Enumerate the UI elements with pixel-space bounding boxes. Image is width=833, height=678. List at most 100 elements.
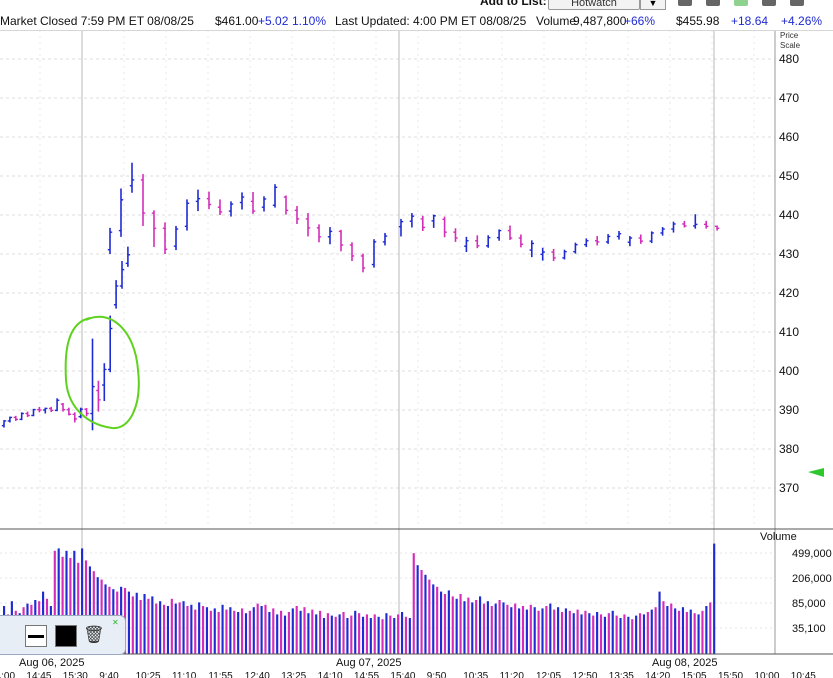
price-scale-label: Scale <box>780 41 801 50</box>
volume-bar <box>92 571 95 654</box>
volume-bar <box>354 610 357 654</box>
volume-bar <box>549 603 552 654</box>
date-label: Aug 07, 2025 <box>336 657 401 669</box>
volume-bar <box>654 607 657 654</box>
close-icon[interactable]: ✕ <box>112 618 119 627</box>
volume-bar <box>84 560 88 654</box>
volume-bar <box>217 612 220 654</box>
volume-bar <box>482 603 486 654</box>
volume-bar <box>646 612 649 654</box>
volume-bar <box>151 596 154 654</box>
volume-bar <box>241 608 244 654</box>
volume-bar <box>447 590 450 654</box>
volume-bar <box>533 607 536 654</box>
volume-bar <box>69 558 72 654</box>
time-label: 10:25 <box>136 671 161 678</box>
volume-bar <box>514 603 517 654</box>
volume-bar <box>681 607 685 654</box>
volume-bar <box>334 616 337 654</box>
volume-bar <box>666 606 669 654</box>
volume-bar <box>627 616 630 654</box>
price-change: +5.02 <box>258 14 289 28</box>
volume-bar <box>479 596 482 654</box>
volume-bar <box>615 615 618 654</box>
volume-bar <box>584 610 587 654</box>
price-tick-label: 370 <box>779 481 799 495</box>
volume-bar <box>510 607 513 654</box>
volume-bar <box>377 616 380 654</box>
volume-bar <box>408 618 411 654</box>
time-label: 14:55 <box>354 671 379 678</box>
price-bars <box>1 162 720 431</box>
volume-bar <box>432 584 435 654</box>
volume-bar <box>393 618 396 654</box>
volume-bar <box>389 615 392 654</box>
settings-icon[interactable] <box>762 0 776 6</box>
print-icon[interactable] <box>678 0 692 6</box>
volume-bar <box>147 598 150 654</box>
volume-bar <box>182 601 185 654</box>
volume-bar <box>229 607 232 654</box>
time-label: 15:30 <box>63 671 88 678</box>
date-label: Aug 06, 2025 <box>19 657 84 669</box>
volume-bar <box>162 604 166 654</box>
drawing-toolbar: 🗑 ✕ <box>0 615 126 655</box>
volume-bar <box>397 614 400 654</box>
time-label: 14:10 <box>318 671 343 678</box>
save-icon[interactable] <box>706 0 720 6</box>
volume-bar <box>674 608 677 654</box>
volume-bar <box>272 608 275 654</box>
volume-bar <box>560 612 564 654</box>
volume-bar <box>596 612 599 654</box>
volume-bar <box>174 603 177 654</box>
annotations <box>64 315 824 477</box>
fill-color-icon[interactable] <box>55 625 77 647</box>
volume-bar <box>537 610 540 654</box>
time-label: 9:50 <box>427 671 447 678</box>
volume-bar <box>576 609 579 654</box>
price-tick-label: 470 <box>779 91 799 105</box>
chevron-down-icon[interactable]: ▼ <box>640 0 666 10</box>
volume-bar <box>330 615 333 654</box>
volume-bar <box>404 616 408 654</box>
time-label: 9:40 <box>99 671 119 678</box>
volume-bar <box>276 614 279 654</box>
volume-bar <box>607 613 610 654</box>
volume-bar <box>221 604 224 654</box>
volume-bar <box>338 614 341 654</box>
refresh-icon[interactable] <box>734 0 748 6</box>
volume-bar <box>498 600 501 654</box>
volume-bar <box>373 614 376 654</box>
close-change-pct: +4.26% <box>781 14 823 28</box>
volume-bar <box>650 609 653 654</box>
volume-bar <box>685 612 688 654</box>
line-style-icon[interactable] <box>25 625 47 647</box>
volume-bar <box>638 613 642 654</box>
volume-bar <box>81 548 84 654</box>
axes: 370 380 390 400 410 420 430 440 450 460 470 480 Pric… <box>0 30 833 678</box>
volume-bar <box>190 604 193 654</box>
volume-bar <box>88 566 91 654</box>
price-tick-label: 480 <box>779 52 799 66</box>
trash-icon[interactable]: 🗑 <box>83 625 105 644</box>
price-scale-label: Price <box>780 31 799 40</box>
volume-bar <box>436 586 439 654</box>
close-price: $455.98 <box>676 14 720 28</box>
price-tick-label: 390 <box>779 403 799 417</box>
volume-bar <box>642 614 646 654</box>
volume-bar <box>350 615 353 654</box>
help-icon[interactable] <box>790 0 804 6</box>
volume-bar <box>557 607 560 654</box>
volume-bar <box>541 608 544 654</box>
watchlist-select[interactable]: Hotwatch <box>548 0 640 10</box>
volume-bar <box>412 553 415 654</box>
volume-bar <box>127 591 130 654</box>
last-updated: Last Updated: 4:00 PM ET 08/08/25 <box>335 14 527 28</box>
price-tick-label: 430 <box>779 247 799 261</box>
volume-bar <box>443 594 447 654</box>
volume-value: 9,487,800 <box>573 14 627 28</box>
volume-bar <box>713 543 716 654</box>
volume-bar <box>611 610 614 654</box>
time-label: 13:25 <box>281 671 306 678</box>
